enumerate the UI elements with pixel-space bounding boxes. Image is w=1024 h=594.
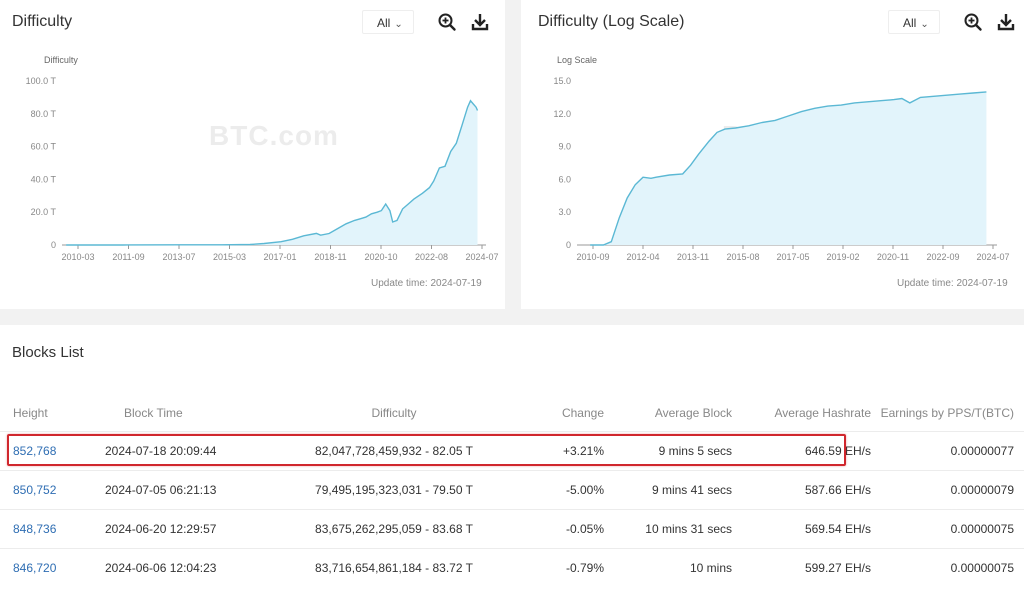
x-tick-label: 2011-09 [112,252,144,262]
block-time: 2024-06-06 12:04:23 [95,548,284,587]
x-tick-label: 2012-04 [626,252,659,262]
range-select[interactable]: All ⌄ [362,10,414,34]
x-tick-label: 2017-01 [263,252,296,262]
table-row: 846,720 2024-06-06 12:04:23 83,716,654,8… [0,548,1024,587]
download-icon[interactable] [996,12,1016,32]
block-height-link[interactable]: 846,720 [13,561,57,575]
difficulty-chart: BTC.com Difficulty 0 20.0 T 40.0 T 60.0 T 80.0… [26,55,499,262]
x-tick-label: 2024-07 [465,252,498,262]
download-icon[interactable] [470,12,490,32]
block-height-link[interactable]: 850,752 [13,483,57,497]
y-axis-title: Log Scale [557,55,597,65]
blocks-table: Height Block Time Difficulty Change Aver… [0,395,1024,587]
series-line [590,91,987,246]
x-tick-label: 2017-05 [776,252,809,262]
y-tick-label: 40.0 T [31,174,57,184]
block-difficulty: 82,047,728,459,932 - 82.05 T [284,431,504,471]
range-value: All [903,16,917,30]
block-average-time: 9 mins 5 secs [604,431,732,471]
y-tick-label: 100.0 T [26,76,57,86]
block-average-hashrate: 599.27 EH/s [732,548,871,587]
zoom-in-icon[interactable] [963,12,983,32]
x-tick-label: 2020-10 [364,252,397,262]
block-change: -5.00% [504,470,604,510]
block-time: 2024-06-20 12:29:57 [95,509,284,549]
chevron-down-icon: ⌄ [920,19,929,30]
block-average-hashrate: 569.54 EH/s [732,509,871,549]
block-earnings: 0.00000075 [871,548,1024,587]
block-earnings: 0.00000079 [871,470,1024,510]
x-tick-label: 2010-03 [61,252,94,262]
table-header-row: Height Block Time Difficulty Change Aver… [0,395,1024,432]
x-tick-label: 2013-11 [677,252,709,262]
table-row: 850,752 2024-07-05 06:21:13 79,495,195,3… [0,470,1024,510]
table-row: 852,768 2024-07-18 20:09:44 82,047,728,4… [0,431,1024,471]
x-tick-label: 2015-08 [726,252,759,262]
y-tick-label: 9.0 [558,142,571,152]
y-tick-label: 0 [51,240,56,250]
block-difficulty: 79,495,195,323,031 - 79.50 T [284,470,504,510]
range-select[interactable]: All ⌄ [888,10,940,34]
y-tick-label: 15.0 [553,76,571,86]
block-height-link[interactable]: 848,736 [13,522,57,536]
header-average-hashrate: Average Hashrate [774,406,871,420]
header-average-block: Average Block [654,406,732,420]
y-tick-label: 3.0 [558,207,571,217]
block-average-hashrate: 646.59 EH/s [732,431,871,471]
x-tick-label: 2015-03 [213,252,246,262]
block-earnings: 0.00000075 [871,509,1024,549]
blocks-list-panel: Blocks List Height Block Time Difficulty… [0,325,1024,594]
x-tick-label: 2010-09 [576,252,609,262]
chart-title: Difficulty [12,13,73,30]
chevron-down-icon: ⌄ [394,19,403,30]
block-average-time: 9 mins 41 secs [604,470,732,510]
block-time: 2024-07-18 20:09:44 [95,431,284,471]
header-change: Change [561,406,604,420]
x-tick-label: 2022-08 [415,252,448,262]
x-tick-label: 2019-02 [826,252,859,262]
header-difficulty: Difficulty [371,406,417,420]
y-tick-label: 0 [566,240,571,250]
y-tick-label: 6.0 [558,174,571,184]
difficulty-chart-panel: Difficulty All ⌄ BTC.com Difficulty 0 20.0 T… [0,0,505,309]
difficulty-log-chart-panel: Difficulty (Log Scale) All⌄ BTC.comLog S… [521,0,1024,309]
block-earnings: 0.00000077 [871,431,1024,471]
highlighted-row-outline [7,434,846,466]
header-height: Height [13,406,48,420]
y-tick-label: 60.0 T [31,142,57,152]
update-time: Update time: 2024-07-19 [371,278,482,289]
difficulty-log-chart: BTC.comLog Scale03.06.09.012.015.02010-0… [553,55,1009,262]
x-tick-label: 2024-07 [976,252,1009,262]
block-average-time: 10 mins [604,548,732,587]
header-block-time: Block Time [124,406,183,420]
x-tick-label: 2020-11 [877,252,909,262]
series-area [66,100,478,245]
x-tick-label: 2013-07 [162,252,195,262]
block-average-time: 10 mins 31 secs [604,509,732,549]
zoom-in-icon[interactable] [437,12,457,32]
block-change: -0.05% [504,509,604,549]
range-value: All [377,16,391,30]
block-average-hashrate: 587.66 EH/s [732,470,871,510]
table-row: 848,736 2024-06-20 12:29:57 83,675,262,2… [0,509,1024,549]
series-line [66,99,479,246]
x-tick-label: 2018-11 [314,252,346,262]
block-difficulty: 83,716,654,861,184 - 83.72 T [284,548,504,587]
block-change: +3.21% [504,431,604,471]
block-difficulty: 83,675,262,295,059 - 83.68 T [284,509,504,549]
y-tick-label: 80.0 T [31,109,57,119]
update-time: Update time: 2024-07-19 [897,278,1008,289]
y-axis-title: Difficulty [44,55,78,65]
header-earnings: Earnings by PPS/T(BTC) [880,406,1014,420]
series-area [590,91,987,246]
y-tick-label: 20.0 T [31,207,57,217]
block-time: 2024-07-05 06:21:13 [95,470,284,510]
watermark: BTC.com [209,120,339,151]
block-height-link[interactable]: 852,768 [13,444,57,458]
y-tick-label: 12.0 [553,109,571,119]
blocks-list-title: Blocks List [12,344,84,361]
chart-title: Difficulty (Log Scale) [538,13,685,30]
block-change: -0.79% [504,548,604,587]
x-tick-label: 2022-09 [926,252,959,262]
